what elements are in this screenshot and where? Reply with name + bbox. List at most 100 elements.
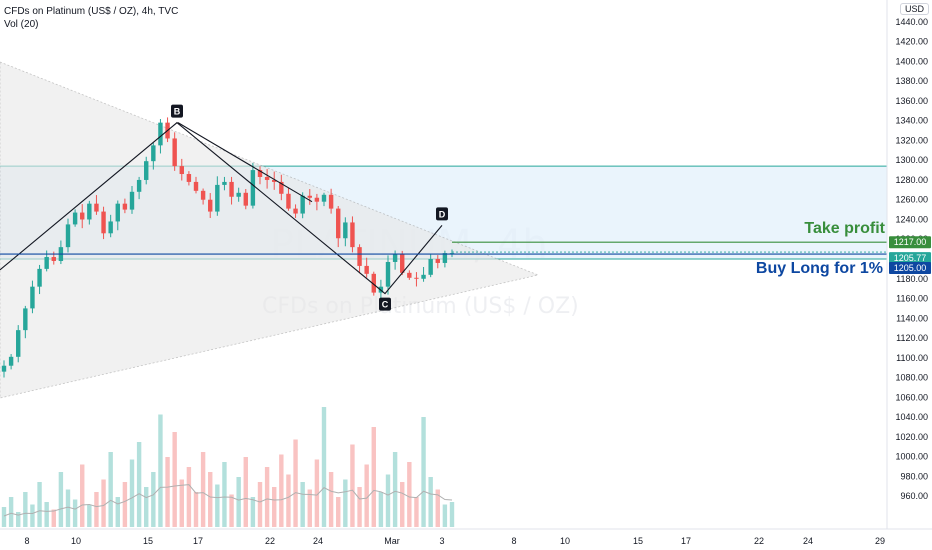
volume-bar: [172, 432, 177, 527]
pattern-label-d: D: [439, 209, 446, 219]
candle-body[interactable]: [51, 257, 56, 261]
candle-body[interactable]: [343, 222, 348, 239]
candle-body[interactable]: [293, 208, 298, 214]
candle-body[interactable]: [115, 203, 120, 222]
volume-bar: [129, 459, 135, 527]
candle-body[interactable]: [37, 268, 42, 287]
candle-body[interactable]: [328, 194, 334, 209]
candle-body[interactable]: [8, 356, 14, 366]
candle-body[interactable]: [172, 138, 177, 167]
candle-body[interactable]: [336, 208, 341, 239]
candle-body[interactable]: [179, 166, 184, 175]
candle-body[interactable]: [72, 212, 78, 225]
candle-body[interactable]: [442, 253, 448, 263]
candle-body[interactable]: [1, 365, 7, 372]
volume-bar: [158, 414, 163, 527]
candle-body[interactable]: [357, 247, 362, 266]
candle-body[interactable]: [23, 308, 28, 331]
candle-body[interactable]: [129, 191, 135, 210]
candle-body[interactable]: [94, 203, 99, 212]
candle-body[interactable]: [385, 261, 391, 287]
take-profit-tag-text: 1217.00: [894, 237, 927, 247]
candle-body[interactable]: [272, 179, 277, 182]
candle-body[interactable]: [257, 170, 263, 177]
candle-body[interactable]: [136, 179, 142, 192]
candle-body[interactable]: [264, 176, 270, 180]
candle-body[interactable]: [407, 272, 412, 278]
candle-body[interactable]: [243, 192, 248, 206]
candle-body[interactable]: [314, 197, 320, 202]
volume-bar: [300, 482, 305, 527]
candle-body[interactable]: [151, 145, 156, 162]
candle-body[interactable]: [392, 254, 398, 262]
candle-body[interactable]: [186, 174, 192, 182]
currency-badge[interactable]: USD: [899, 3, 929, 15]
volume-indicator-label[interactable]: Vol (20): [4, 19, 39, 30]
candle-body[interactable]: [307, 195, 312, 198]
volume-bar: [293, 439, 298, 527]
abcd-pattern-line[interactable]: [0, 121, 443, 295]
price-axis[interactable]: [887, 0, 932, 550]
volume-bar: [51, 509, 56, 527]
volume-bar: [371, 427, 376, 527]
candle-body[interactable]: [208, 199, 213, 212]
candle-body[interactable]: [144, 161, 149, 180]
candle-body[interactable]: [108, 221, 113, 234]
time-tick-label: 15: [143, 536, 153, 546]
price-tick-label: 1400.00: [895, 56, 928, 66]
candle-body[interactable]: [200, 190, 206, 200]
price-tick-label: 1340.00: [895, 116, 928, 126]
volume-bar: [80, 464, 85, 527]
candle-body[interactable]: [400, 254, 405, 273]
candle-body[interactable]: [44, 257, 49, 269]
price-tick-label: 1260.00: [895, 195, 928, 205]
volume-bar: [136, 442, 142, 527]
triangle-pattern[interactable]: [0, 61, 540, 399]
candle-body[interactable]: [193, 181, 199, 191]
volume-bar: [1, 507, 7, 527]
pattern-leg-bc[interactable]: [177, 122, 313, 203]
candle-body[interactable]: [364, 265, 369, 274]
volume-bar: [314, 459, 320, 527]
candle-body[interactable]: [414, 277, 419, 279]
time-tick-label: 24: [313, 536, 323, 546]
candle-body[interactable]: [236, 192, 241, 197]
volume-bar: [264, 467, 270, 527]
volume-bar: [101, 479, 106, 527]
candle-body[interactable]: [30, 286, 35, 309]
candle-body[interactable]: [65, 224, 71, 248]
candle-body[interactable]: [286, 193, 291, 209]
candle-body[interactable]: [428, 259, 433, 275]
entry-price-tag[interactable]: [889, 262, 931, 275]
candle-body[interactable]: [300, 195, 305, 214]
candle-body[interactable]: [350, 222, 355, 248]
candle-body[interactable]: [222, 181, 227, 185]
volume-bar: [144, 487, 149, 527]
candle-body[interactable]: [250, 170, 256, 206]
candle-body[interactable]: [435, 259, 440, 263]
candle-body[interactable]: [16, 330, 21, 357]
volume-bar: [222, 462, 227, 527]
volume-bar: [30, 504, 35, 527]
candle-body[interactable]: [101, 211, 106, 234]
take-profit-tag[interactable]: [889, 236, 931, 249]
candle-body[interactable]: [215, 184, 220, 212]
time-tick-label: 22: [754, 536, 764, 546]
buy-long-label: Buy Long for 1%: [756, 260, 883, 277]
pattern-label-box: [171, 104, 183, 118]
candle-body[interactable]: [229, 181, 234, 197]
candle-body[interactable]: [80, 212, 85, 220]
candle-body[interactable]: [371, 273, 376, 293]
price-tick-label: 1040.00: [895, 412, 928, 422]
candle-body[interactable]: [122, 203, 128, 210]
volume-bar: [435, 489, 440, 527]
volume-bar: [37, 482, 42, 527]
candle-body[interactable]: [158, 122, 163, 146]
candle-body[interactable]: [321, 194, 327, 202]
candle-body[interactable]: [87, 203, 92, 220]
candle-body[interactable]: [421, 274, 426, 279]
volume-bar: [151, 472, 156, 527]
candle-body[interactable]: [279, 181, 284, 194]
price-tick-label: 1280.00: [895, 175, 928, 185]
